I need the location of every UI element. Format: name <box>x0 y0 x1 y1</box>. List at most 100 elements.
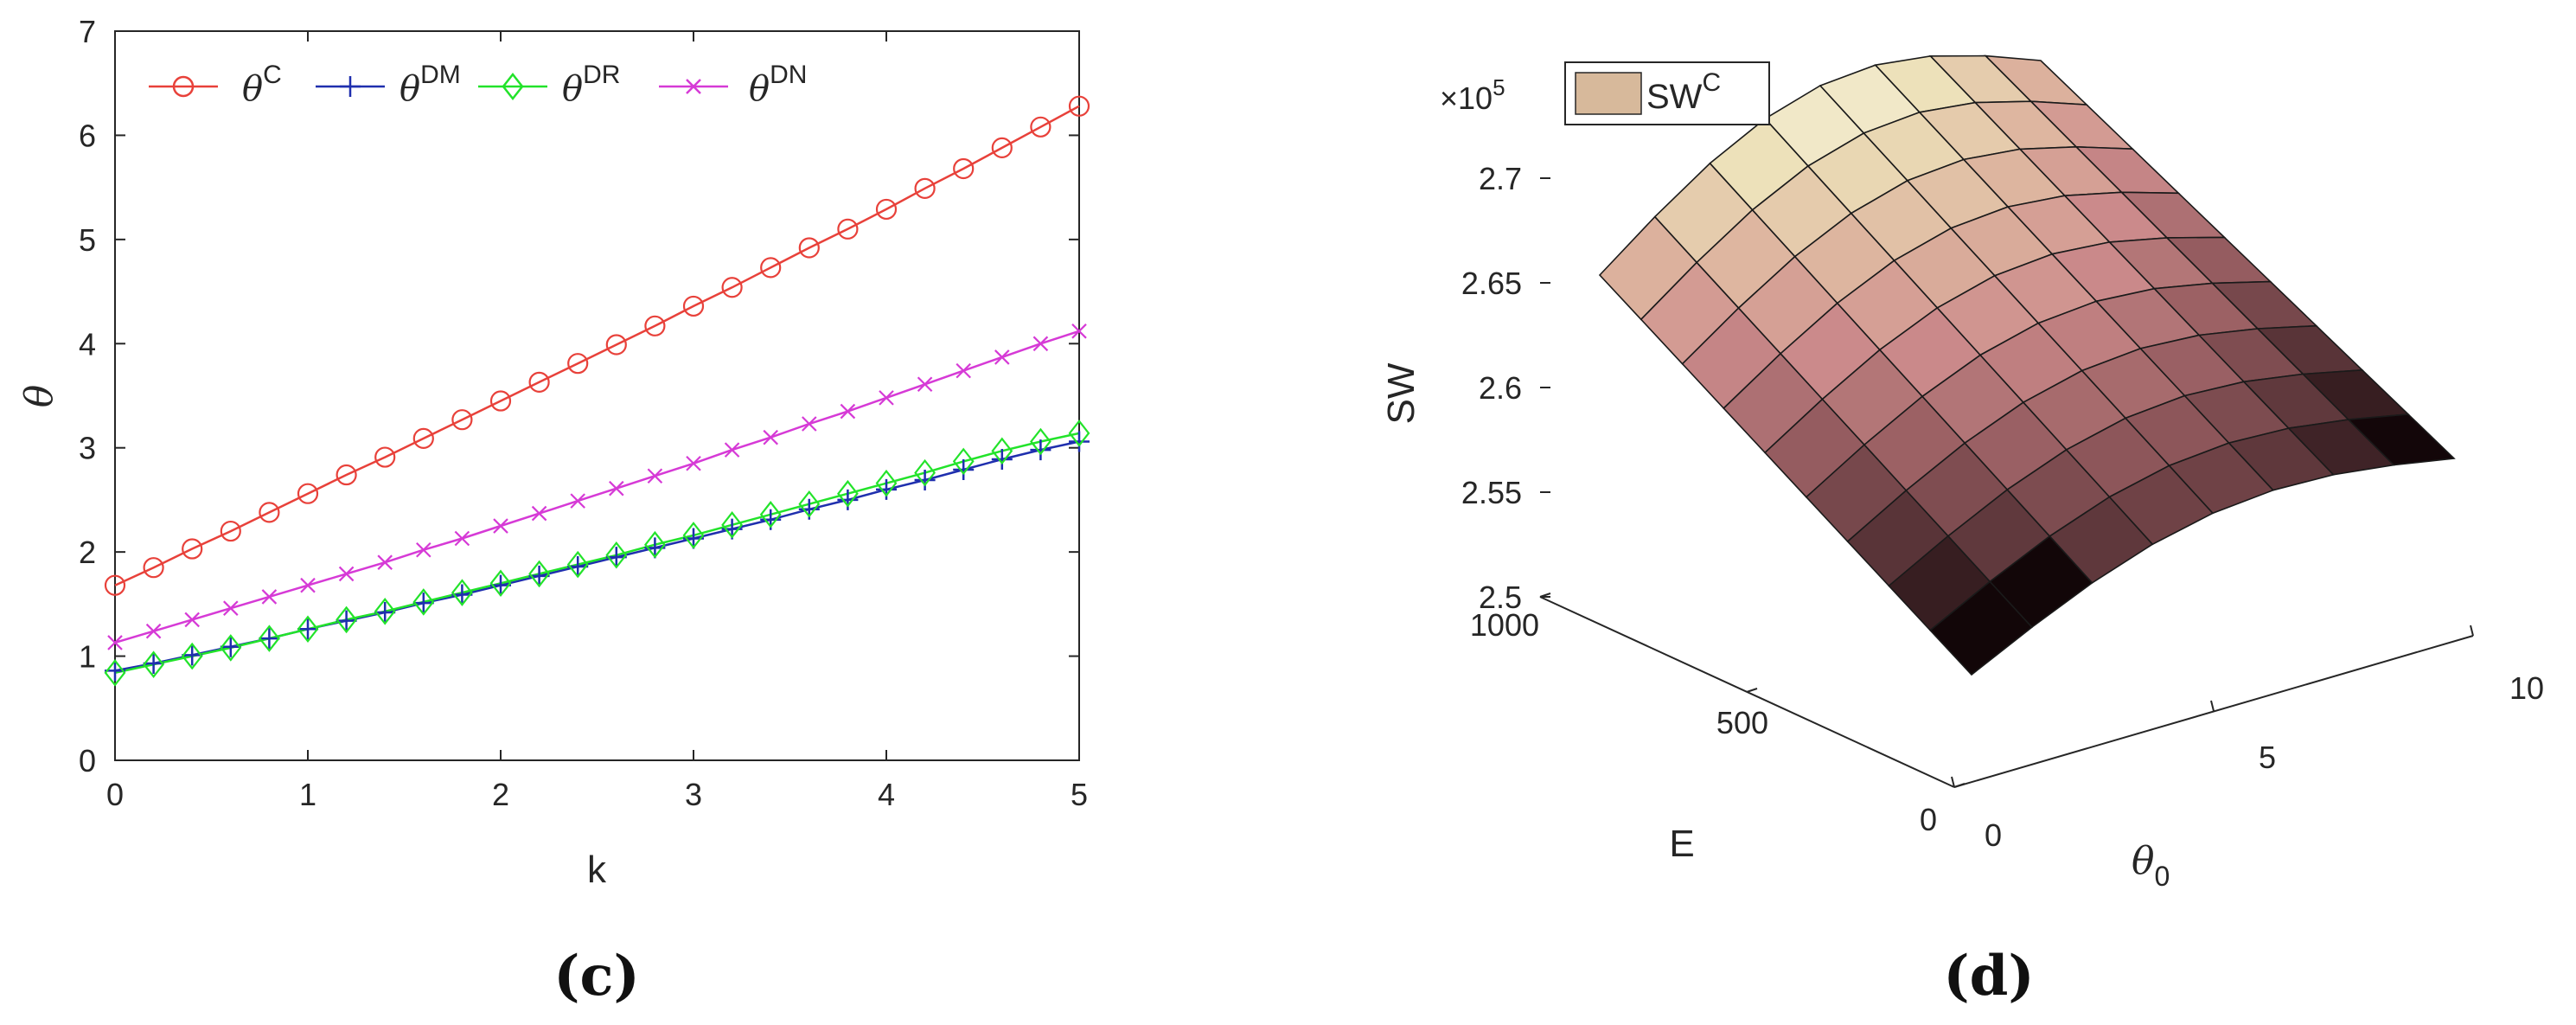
y-ticks: 0 1 2 3 4 5 0 1 2 3 4 5 6 7 <box>79 14 1088 812</box>
z-exponent-power: 5 <box>1493 74 1505 100</box>
surface-legend: SWC <box>1564 61 1770 125</box>
legend-item-dm: θDM <box>316 61 461 109</box>
data-point-dr <box>721 511 743 539</box>
data-point-dr <box>682 522 705 549</box>
data-point-dm <box>182 644 203 666</box>
legend-item-c: θC <box>149 61 282 109</box>
y-tick-label: 2 <box>79 535 96 570</box>
svg-text:SWC: SWC <box>1646 68 1721 116</box>
svg-text:θDM: θDM <box>400 61 461 109</box>
data-point-dr <box>952 447 975 476</box>
data-point-c <box>259 502 280 523</box>
data-point-c <box>682 295 705 317</box>
data-point-c <box>143 557 164 579</box>
legend-marker-dn <box>686 79 701 94</box>
data-point-dr <box>566 550 589 579</box>
x-tick-label: 0 <box>106 777 124 812</box>
data-point-c <box>374 446 396 468</box>
data-point-c <box>644 315 666 336</box>
data-point-dn <box>840 403 856 420</box>
e-tick-mark <box>1953 783 1966 788</box>
data-point-dr <box>875 469 898 497</box>
surface-legend-sup: C <box>1702 68 1721 97</box>
surface-legend-swatch <box>1575 72 1642 115</box>
data-point-dn <box>763 429 778 445</box>
data-point-dr <box>259 625 280 652</box>
data-point-dm <box>297 618 318 640</box>
data-point-dm <box>259 628 280 650</box>
data-point-dm <box>914 470 936 491</box>
data-point-dm <box>143 653 164 675</box>
data-point-dn <box>570 493 585 509</box>
plot-area-frame <box>114 30 1080 761</box>
data-point-dn <box>107 635 123 650</box>
data-point-dr <box>1030 427 1051 456</box>
data-point-c <box>489 390 512 412</box>
data-point-dm <box>220 636 241 657</box>
y-tick-label: 5 <box>79 222 96 258</box>
surface-mesh <box>1598 54 2456 676</box>
data-point-dn <box>1032 336 1049 352</box>
legend-base-c: θ <box>242 69 263 109</box>
data-point-dn <box>184 612 200 628</box>
x-axis-label: k <box>587 849 607 891</box>
theta-tick-label: 10 <box>2509 670 2544 706</box>
data-point-c <box>953 157 975 180</box>
data-point-c <box>297 483 319 504</box>
e-tick-mark <box>1746 688 1758 693</box>
theta-axis-label-base: θ <box>2132 839 2155 883</box>
y-tick-label: 6 <box>79 118 96 153</box>
data-point-dm <box>953 459 975 481</box>
data-point-c <box>837 218 859 240</box>
data-point-dn <box>377 554 393 570</box>
data-point-c <box>875 198 898 221</box>
data-point-dn <box>724 442 740 458</box>
data-point-c <box>1068 95 1090 117</box>
surface-ticks: 2.5 2.55 2.6 2.65 2.7 0 500 1000 0 5 10 <box>1461 161 2544 853</box>
data-point-dm <box>412 593 434 614</box>
panel-label-c: (c) <box>553 944 640 1009</box>
data-point-dn <box>531 505 547 522</box>
legend-marker-dm <box>340 76 361 97</box>
data-point-c <box>721 277 743 298</box>
data-point-dn <box>454 530 470 547</box>
e-tick-label: 0 <box>1920 802 1937 837</box>
data-point-dr <box>451 579 473 606</box>
data-point-dr <box>644 530 666 559</box>
theta-tick-mark <box>1951 776 1955 788</box>
z-axis-label: SW <box>1380 362 1422 424</box>
z-tick-label: 2.65 <box>1461 266 1522 301</box>
data-point-dr <box>489 569 512 598</box>
data-point-dn <box>145 623 162 639</box>
x-tick-label: 1 <box>299 777 316 812</box>
z-tick-label: 2.55 <box>1461 475 1522 510</box>
data-point-dn <box>1071 324 1087 339</box>
z-exponent-base: ×10 <box>1440 80 1493 116</box>
legend-marker-dr <box>502 72 524 101</box>
data-point-dr <box>220 634 242 662</box>
legend-item-dr: θDR <box>478 61 620 109</box>
data-point-dr <box>181 642 203 670</box>
e-tick-label: 500 <box>1716 705 1768 740</box>
data-point-dn <box>956 362 971 379</box>
y-tick-label: 3 <box>79 431 96 466</box>
data-point-dm <box>336 610 357 631</box>
data-point-dn <box>609 480 624 496</box>
data-point-dm <box>991 448 1013 470</box>
data-point-dn <box>647 468 663 484</box>
x-tick-label: 5 <box>1071 777 1088 812</box>
legend-sup-dr: DR <box>583 61 620 89</box>
series-markers <box>104 95 1090 687</box>
series-line-dr <box>114 432 1080 675</box>
panel-label-d: (d) <box>1943 944 2034 1009</box>
theta-axis-line <box>1953 635 2474 788</box>
svg-text:θC: θC <box>242 61 282 109</box>
data-point-dn <box>917 376 933 393</box>
legend-sup-c: C <box>263 61 282 89</box>
theta-tick-label: 5 <box>2259 740 2276 775</box>
y-tick-label: 4 <box>79 326 96 362</box>
data-point-c <box>182 538 203 560</box>
legend-item-dn: θDN <box>659 61 807 109</box>
data-point-dr <box>605 541 628 569</box>
